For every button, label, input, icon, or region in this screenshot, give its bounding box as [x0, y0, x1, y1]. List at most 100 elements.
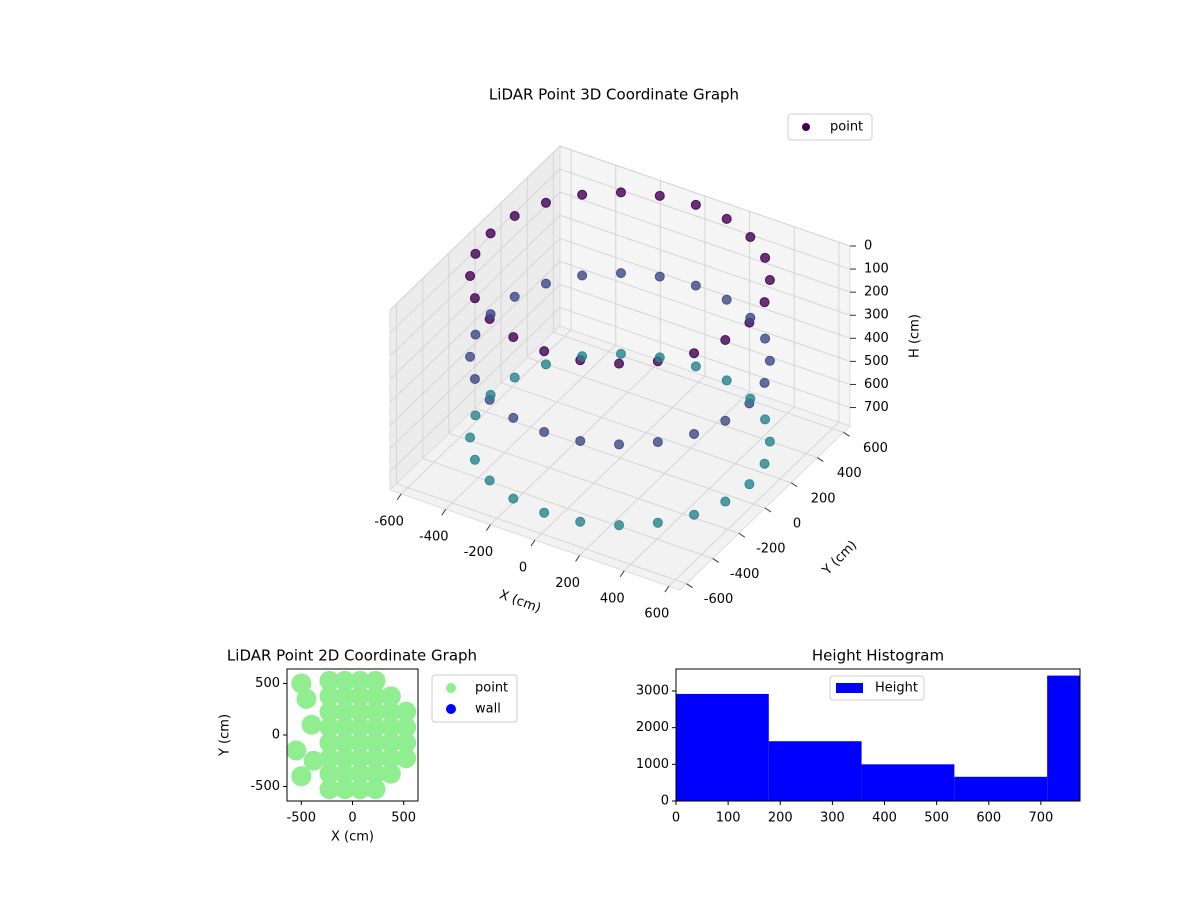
point	[396, 717, 417, 738]
y-tick-label: 400	[837, 466, 862, 481]
legend-label: Height	[875, 681, 918, 696]
x-tick-label: 700	[1028, 811, 1053, 826]
point	[485, 309, 496, 320]
point	[287, 740, 307, 761]
point	[319, 670, 340, 691]
point	[319, 763, 340, 784]
z-tick-label: 600	[864, 377, 889, 392]
point	[745, 312, 756, 323]
legend-marker	[446, 704, 456, 714]
tick-mark	[619, 570, 625, 578]
tick-mark	[817, 457, 824, 462]
point	[508, 332, 519, 343]
point	[540, 278, 551, 289]
grid-line	[389, 191, 561, 357]
point	[759, 297, 770, 308]
legend-box	[431, 674, 518, 723]
point	[469, 373, 480, 384]
point	[291, 766, 312, 787]
point	[720, 496, 731, 507]
point	[721, 294, 732, 305]
point	[720, 335, 731, 345]
point	[465, 270, 476, 281]
axes-frame	[675, 668, 1081, 802]
grid-line	[559, 237, 851, 339]
point	[509, 211, 520, 221]
legend-box	[787, 113, 873, 141]
x-tick-label: -500	[287, 811, 317, 826]
point	[745, 231, 756, 242]
point	[396, 748, 417, 769]
z-tick-label: 300	[864, 308, 889, 323]
legend-label: wall	[475, 702, 501, 717]
grid-line	[553, 331, 844, 433]
bar	[1047, 675, 1080, 801]
point	[350, 748, 371, 769]
z-tick-label: 500	[864, 354, 889, 369]
axes-2d: point wall -500 0 500 -500 0 500 X (cm) Y (cm) LiD…	[218, 647, 518, 845]
point	[334, 779, 355, 800]
grid-line	[559, 168, 851, 270]
point	[577, 351, 588, 362]
point	[577, 189, 588, 200]
point	[744, 479, 755, 490]
tick-mark	[738, 532, 746, 538]
y-tick-label: 1000	[636, 757, 669, 772]
y-tick-label: -200	[756, 542, 786, 557]
point	[508, 412, 519, 423]
x-tick-label: 0	[672, 811, 680, 826]
y-tick-label: 2000	[636, 720, 669, 735]
point	[470, 248, 481, 259]
y-axis-label: Y (cm)	[218, 714, 233, 757]
point	[365, 717, 386, 738]
grid-line	[559, 214, 851, 316]
y-tick-label: 0	[272, 728, 280, 743]
point	[365, 686, 386, 707]
point	[689, 428, 700, 439]
grid-line	[389, 307, 561, 472]
x-tick-label: -400	[419, 530, 449, 545]
x-tick-label: 0	[519, 561, 527, 576]
point	[365, 763, 386, 784]
grid-line	[559, 307, 851, 409]
tick-mark	[843, 431, 850, 437]
chart-title: LiDAR Point 2D Coordinate Graph	[227, 647, 477, 665]
z-tick-label: 0	[864, 239, 872, 254]
point	[350, 670, 371, 691]
point	[365, 732, 386, 753]
point	[745, 393, 756, 404]
tick-mark	[664, 585, 670, 593]
point	[539, 346, 550, 357]
x-tick-label: -200	[464, 545, 494, 560]
point	[485, 228, 496, 239]
chart-title: LiDAR Point 3D Coordinate Graph	[489, 86, 739, 104]
point	[760, 414, 771, 425]
legend-box	[829, 675, 925, 701]
x-tick-label: 200	[768, 811, 793, 826]
tick-mark	[790, 482, 798, 488]
point	[365, 779, 386, 800]
point	[350, 763, 371, 784]
x-axis-label: X (cm)	[331, 830, 374, 845]
point	[380, 701, 401, 722]
y-tick-label: -500	[250, 779, 280, 794]
point	[764, 275, 775, 286]
z-tick-label: 700	[864, 400, 889, 415]
point	[759, 458, 770, 469]
tick-mark	[575, 555, 581, 562]
point	[652, 437, 663, 448]
point	[689, 509, 700, 520]
point	[350, 686, 371, 707]
bar	[954, 776, 1048, 801]
grid-line	[389, 145, 561, 311]
point	[334, 732, 355, 753]
legend-marker	[802, 123, 810, 131]
bars	[676, 675, 1080, 801]
grid-line	[396, 483, 687, 585]
x-tick-label: 400	[600, 591, 625, 606]
point	[380, 763, 401, 784]
bar	[861, 764, 955, 801]
point	[470, 329, 481, 340]
point	[484, 475, 495, 486]
